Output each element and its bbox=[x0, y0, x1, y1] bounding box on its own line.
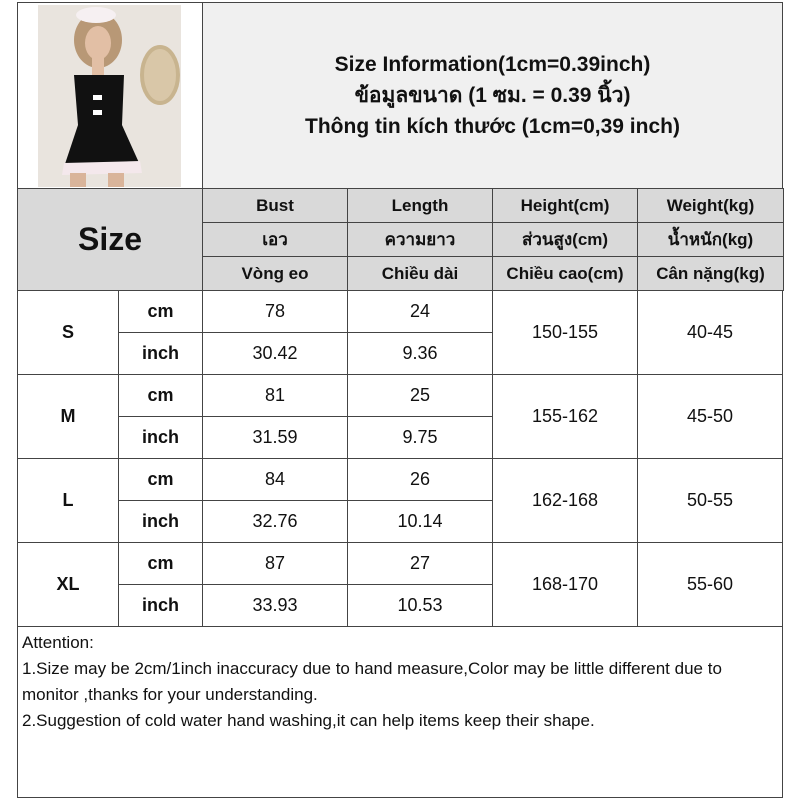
weight-range: 45-50 bbox=[637, 374, 783, 459]
bust-cm: 81 bbox=[202, 374, 348, 417]
height-range: 150-155 bbox=[492, 290, 638, 375]
bust-cm: 87 bbox=[202, 542, 348, 585]
weight-range: 40-45 bbox=[637, 290, 783, 375]
unit-cm: cm bbox=[118, 374, 203, 417]
bust-inch: 32.76 bbox=[202, 500, 348, 543]
column-header-th: ความยาว bbox=[347, 222, 493, 257]
bust-inch: 33.93 bbox=[202, 584, 348, 627]
length-cm: 24 bbox=[347, 290, 493, 333]
title-english: Size Information(1cm=0.39inch) bbox=[334, 53, 651, 76]
bust-cm: 84 bbox=[202, 458, 348, 501]
title-thai: ข้อมูลขนาด (1 ซม. = 0.39 นิ้ว) bbox=[354, 84, 631, 107]
unit-cm: cm bbox=[118, 290, 203, 333]
product-photo bbox=[38, 5, 181, 187]
note-2: 2.Suggestion of cold water hand washing,… bbox=[22, 711, 595, 730]
length-inch: 10.53 bbox=[347, 584, 493, 627]
length-cm: 25 bbox=[347, 374, 493, 417]
size-label: S bbox=[17, 290, 119, 375]
height-range: 168-170 bbox=[492, 542, 638, 627]
column-header-vi: Vòng eo bbox=[202, 256, 348, 291]
column-header-en: Bust bbox=[202, 188, 348, 223]
size-label: M bbox=[17, 374, 119, 459]
length-inch: 10.14 bbox=[347, 500, 493, 543]
length-inch: 9.36 bbox=[347, 332, 493, 375]
size-label: L bbox=[17, 458, 119, 543]
height-range: 162-168 bbox=[492, 458, 638, 543]
title-vietnamese: Thông tin kích thước (1cm=0,39 inch) bbox=[305, 115, 680, 138]
column-header-vi: Chiều dài bbox=[347, 256, 493, 291]
unit-cm: cm bbox=[118, 542, 203, 585]
column-header-en: Weight(kg) bbox=[637, 188, 784, 223]
length-inch: 9.75 bbox=[347, 416, 493, 459]
size-label: XL bbox=[17, 542, 119, 627]
column-header-th: ส่วนสูง(cm) bbox=[492, 222, 638, 257]
bust-inch: 31.59 bbox=[202, 416, 348, 459]
length-cm: 26 bbox=[347, 458, 493, 501]
unit-inch: inch bbox=[118, 584, 203, 627]
column-header-vi: Cân nặng(kg) bbox=[637, 256, 784, 291]
unit-inch: inch bbox=[118, 416, 203, 459]
attention-notes: Attention: 1.Size may be 2cm/1inch inacc… bbox=[17, 626, 783, 798]
column-header-th: น้ำหนัก(kg) bbox=[637, 222, 784, 257]
unit-inch: inch bbox=[118, 332, 203, 375]
column-header-en: Length bbox=[347, 188, 493, 223]
weight-range: 55-60 bbox=[637, 542, 783, 627]
column-header-en: Height(cm) bbox=[492, 188, 638, 223]
length-cm: 27 bbox=[347, 542, 493, 585]
notes-heading: Attention: bbox=[22, 633, 94, 652]
column-header-vi: Chiều cao(cm) bbox=[492, 256, 638, 291]
size-header: Size bbox=[17, 188, 203, 291]
bust-inch: 30.42 bbox=[202, 332, 348, 375]
size-info-title: Size Information(1cm=0.39inch) ข้อมูลขนา… bbox=[202, 2, 783, 189]
note-1: 1.Size may be 2cm/1inch inaccuracy due t… bbox=[22, 659, 722, 704]
unit-inch: inch bbox=[118, 500, 203, 543]
bust-cm: 78 bbox=[202, 290, 348, 333]
weight-range: 50-55 bbox=[637, 458, 783, 543]
height-range: 155-162 bbox=[492, 374, 638, 459]
unit-cm: cm bbox=[118, 458, 203, 501]
column-header-th: เอว bbox=[202, 222, 348, 257]
